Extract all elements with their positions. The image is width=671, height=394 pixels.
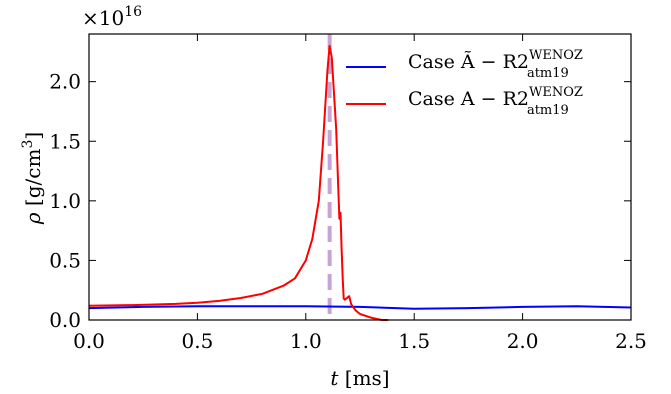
plot-frame: [88, 33, 632, 321]
x-axis-label: t [ms]: [330, 366, 389, 390]
x-axis-ticks: 0.0 0.5 1.0 1.5 2.0 2.5: [73, 34, 647, 353]
legend: Case Ã − R2WENOZ atm19 Case A − R2WENOZ at…: [346, 48, 583, 118]
plot-content: [88, 34, 632, 321]
legend-label-case-a: Case A − R2WENOZ atm19: [408, 85, 583, 118]
y-axis-label: ρ [g/cm3]: [20, 132, 45, 225]
x-tick-label: 0.5: [181, 329, 213, 353]
y-tick-label: 0.5: [49, 248, 81, 272]
y-tick-label: 2.0: [49, 70, 81, 94]
x-tick-label: 1.0: [290, 329, 322, 353]
y-axis-ticks: 0.0 0.5 1.0 1.5 2.0: [49, 70, 631, 332]
x-tick-label: 1.5: [398, 329, 430, 353]
series-line-case-a-tilde: [88, 305, 632, 310]
x-tick-label: 0.0: [73, 329, 105, 353]
x-tick-label: 2.0: [507, 329, 539, 353]
y-tick-label: 1.5: [49, 129, 81, 153]
legend-label-case-a-tilde: Case Ã − R2WENOZ atm19: [408, 48, 583, 81]
y-tick-label: 1.0: [49, 189, 81, 213]
x-tick-label: 2.5: [615, 329, 647, 353]
y-axis-multiplier: ×1016: [82, 4, 142, 30]
y-tick-label: 0.0: [49, 308, 81, 332]
series-line-case-a: [88, 44, 389, 321]
